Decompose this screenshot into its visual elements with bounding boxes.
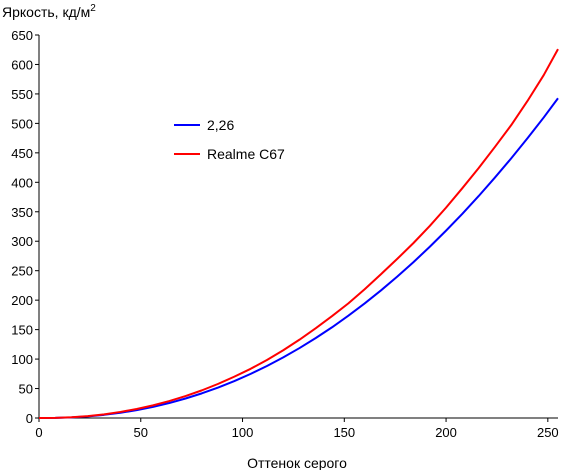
y-tick-label: 100 <box>11 352 33 367</box>
series-lines <box>38 48 559 419</box>
legend-label-2-26: 2,26 <box>207 117 234 133</box>
y-tick-label: 400 <box>11 175 33 190</box>
y-tick-label: 300 <box>11 234 33 249</box>
y-tick-label: 0 <box>26 411 33 426</box>
y-tick-label: 350 <box>11 205 33 220</box>
y-tick-label: 500 <box>11 116 33 131</box>
y-ticks: 0 50 100 150 200 250 300 350 400 450 500 550 600 650 <box>11 28 39 426</box>
legend-label-realme-c67: Realme C67 <box>207 146 285 162</box>
y-tick-label: 600 <box>11 57 33 72</box>
x-axis-title: Оттенок серого <box>247 455 347 470</box>
series-line-2-26 <box>38 97 559 419</box>
x-tick-label: 250 <box>537 425 559 440</box>
x-ticks: 0 50 100 150 200 250 <box>35 418 559 440</box>
series-line-realme-c67 <box>38 48 559 419</box>
x-tick-label: 200 <box>435 425 457 440</box>
y-tick-label: 200 <box>11 293 33 308</box>
y-axis-title: Яркость, кд/м2 <box>2 3 96 20</box>
y-tick-label: 650 <box>11 28 33 43</box>
x-tick-label: 50 <box>134 425 148 440</box>
y-tick-label: 50 <box>19 382 33 397</box>
x-tick-label: 150 <box>333 425 355 440</box>
x-tick-label: 0 <box>35 425 42 440</box>
legend: 2,26 Realme C67 <box>174 117 285 162</box>
y-tick-label: 250 <box>11 264 33 279</box>
x-tick-label: 100 <box>232 425 254 440</box>
y-tick-label: 550 <box>11 87 33 102</box>
y-tick-label: 450 <box>11 146 33 161</box>
y-tick-label: 150 <box>11 323 33 338</box>
